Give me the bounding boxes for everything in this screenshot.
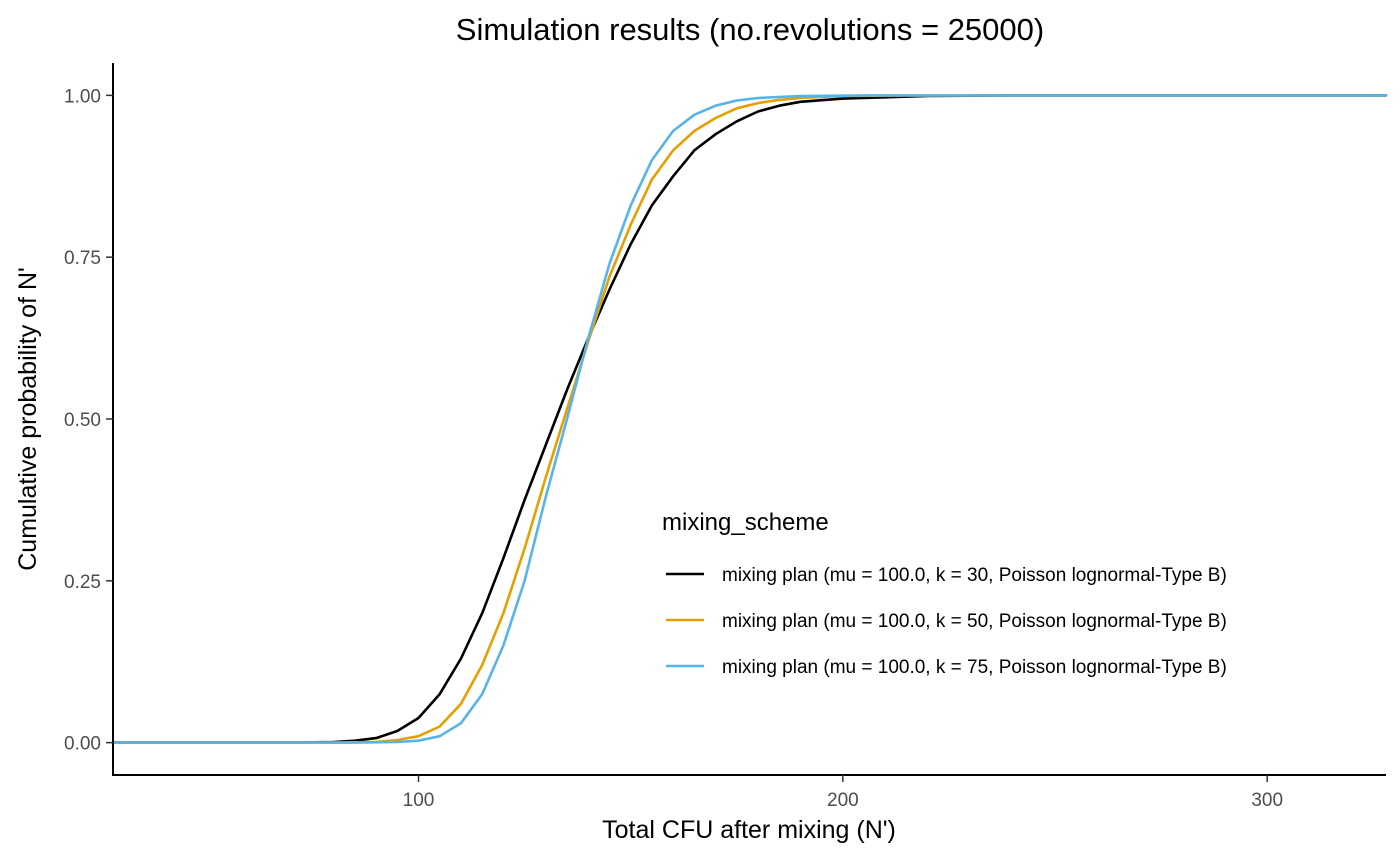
legend-label-2: mixing plan (mu = 100.0, k = 50, Poisson…: [722, 611, 1227, 632]
series-layer: [111, 94, 1388, 744]
x-tick-label: 200: [827, 790, 859, 811]
y-tick-label: 0.00: [64, 734, 101, 755]
plot-area: [111, 94, 1388, 744]
x-axis-ticks: 100 200 300: [403, 775, 1283, 811]
y-tick-label: 0.50: [64, 410, 101, 431]
legend-label-3: mixing plan (mu = 100.0, k = 75, Poisson…: [722, 657, 1227, 678]
legend-title: mixing_scheme: [662, 509, 829, 536]
x-tick-label: 300: [1251, 790, 1283, 811]
y-tick-label: 0.25: [64, 572, 101, 593]
y-axis-title: Cumulative probability of N': [14, 267, 42, 571]
legend-label-1: mixing plan (mu = 100.0, k = 30, Poisson…: [722, 565, 1227, 586]
chart-title: Simulation results (no.revolutions = 250…: [456, 12, 1044, 47]
series-line-3: [111, 94, 1388, 744]
x-tick-label: 100: [403, 790, 435, 811]
legend: mixing_scheme mixing plan (mu = 100.0, k…: [662, 509, 1227, 678]
y-tick-label: 0.75: [64, 248, 101, 269]
y-axis-ticks: 0.00 0.25 0.50 0.75 1.00: [64, 86, 113, 755]
series-line-2: [111, 94, 1388, 744]
y-tick-label: 1.00: [64, 86, 101, 107]
x-axis-title: Total CFU after mixing (N'): [602, 816, 896, 844]
series-line-1: [111, 94, 1388, 744]
